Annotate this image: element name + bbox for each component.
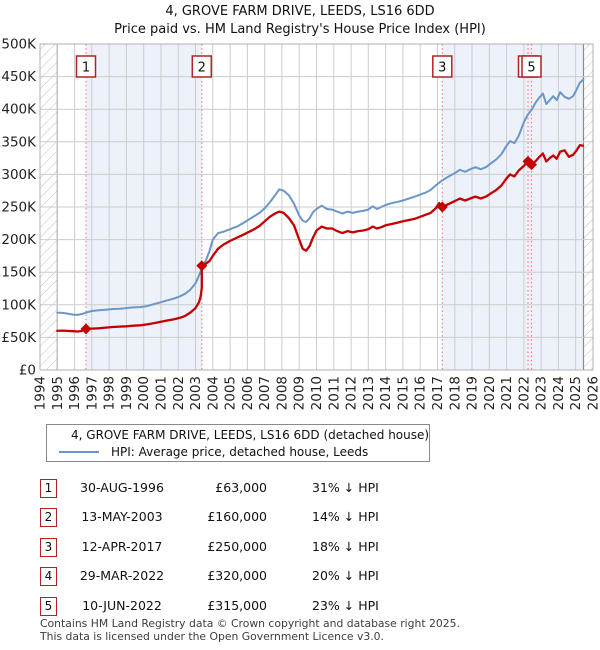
sale-table-row-4: 4 29-MAR-2022 £320,000 20% ↓ HPI — [40, 567, 560, 587]
hpi-line-sample — [59, 450, 99, 453]
x-tick-label: 2020 — [482, 376, 498, 410]
price-chart: 12345£0£50K£100K£150K£200K£250K£300K£350… — [0, 37, 600, 411]
x-tick-label: 2004 — [205, 376, 221, 410]
y-tick-label: £0 — [19, 363, 36, 379]
sale-number-box-1: 1 — [40, 479, 57, 498]
y-tick-label: £50K — [1, 330, 37, 346]
sale-hpi-diff: 20% ↓ HPI — [312, 568, 379, 584]
sale-marker-box-1 — [75, 55, 97, 78]
chart-subtitle: Price paid vs. HM Land Registry's House … — [114, 22, 486, 37]
x-tick-label: 1998 — [102, 376, 118, 410]
x-tick-label: 1996 — [67, 376, 83, 410]
legend-row-price-paid: 4, GROVE FARM DRIVE, LEEDS, LS16 6DD (de… — [47, 427, 429, 442]
x-tick-label: 2023 — [534, 376, 550, 410]
chart-title-address: 4, GROVE FARM DRIVE, LEEDS, LS16 6DD — [165, 4, 435, 19]
sale-marker-number-1: 1 — [82, 61, 90, 76]
sale-table-row-5: 5 10-JUN-2022 £315,000 23% ↓ HPI — [40, 596, 560, 617]
y-tick-label: £200K — [0, 232, 37, 248]
x-tick-label: 1995 — [50, 376, 66, 410]
sale-diamond-3 — [436, 201, 448, 213]
x-tick-label: 2009 — [292, 376, 308, 410]
sale-marker-number-2: 2 — [198, 61, 206, 76]
x-tick-label: 2001 — [154, 376, 170, 410]
sale-marker-box-2 — [191, 55, 213, 78]
legend-label-price-paid: 4, GROVE FARM DRIVE, LEEDS, LS16 6DD (de… — [71, 427, 430, 442]
x-tick-label: 1994 — [33, 376, 49, 410]
y-tick-label: £100K — [0, 297, 37, 313]
sale-number-box-4: 4 — [40, 567, 57, 587]
x-tick-label: 2022 — [516, 376, 532, 410]
y-tick-label: £150K — [0, 265, 37, 281]
x-tick-label: 2011 — [326, 376, 342, 410]
sale-date: 10-JUN-2022 — [82, 597, 162, 613]
sale-table-row-2: 2 13-MAY-2003 £160,000 14% ↓ HPI — [40, 508, 560, 528]
sale-hpi-diff: 23% ↓ HPI — [312, 597, 379, 613]
footer-line2: This data is licensed under the Open Gov… — [40, 629, 384, 643]
y-tick-label: £300K — [0, 167, 37, 183]
footer-copyright: Contains HM Land Registry data © Crown c… — [40, 617, 596, 643]
sale-price: £160,000 — [207, 509, 267, 525]
x-tick-label: 2016 — [413, 376, 429, 410]
sale-marker-box-3 — [432, 55, 453, 78]
x-tick-label: 2026 — [586, 376, 600, 410]
x-tick-label: 2017 — [430, 376, 446, 410]
sale-table-row-3: 3 12-APR-2017 £250,000 18% ↓ HPI — [40, 537, 560, 558]
legend-row-hpi: HPI: Average price, detached house, Leed… — [47, 444, 429, 459]
y-tick-label: £450K — [0, 69, 37, 85]
x-tick-label: 2007 — [257, 376, 273, 410]
sale-hpi-diff: 18% ↓ HPI — [312, 538, 379, 554]
sale-marker-number-3: 3 — [438, 61, 446, 76]
sale-table-row-1: 1 30-AUG-1996 £63,000 31% ↓ HPI — [40, 479, 560, 499]
x-tick-label: 2018 — [447, 376, 463, 410]
x-tick-label: 2006 — [240, 376, 256, 410]
x-tick-label: 2005 — [223, 376, 239, 410]
x-tick-label: 1999 — [119, 376, 135, 410]
price-paid-line — [56, 143, 585, 333]
sale-marker-number-5: 5 — [527, 61, 535, 76]
x-tick-label: 2000 — [136, 376, 152, 410]
legend-label-hpi: HPI: Average price, detached house, Leed… — [111, 444, 369, 459]
x-tick-label: 2012 — [344, 376, 360, 410]
sale-date: 13-MAY-2003 — [81, 509, 163, 525]
sale-price: £315,000 — [207, 597, 267, 613]
x-tick-label: 2024 — [551, 376, 567, 410]
y-tick-label: £350K — [0, 134, 37, 150]
sale-date: 12-APR-2017 — [81, 538, 163, 554]
sale-price: £63,000 — [215, 480, 267, 495]
sale-price: £250,000 — [207, 538, 267, 554]
x-tick-label: 1997 — [84, 376, 100, 410]
x-tick-label: 2010 — [309, 376, 325, 410]
x-tick-label: 2008 — [274, 376, 290, 410]
sale-date: 30-AUG-1996 — [80, 480, 164, 495]
chart-legend: 4, GROVE FARM DRIVE, LEEDS, LS16 6DD (de… — [46, 424, 430, 462]
footer-line1: Contains HM Land Registry data © Crown c… — [40, 617, 460, 630]
x-tick-label: 2013 — [361, 376, 377, 410]
sale-diamond-5 — [526, 159, 537, 171]
y-tick-label: £250K — [0, 200, 37, 216]
x-tick-label: 2025 — [568, 376, 584, 410]
x-tick-label: 2015 — [395, 376, 411, 410]
sale-price: £320,000 — [207, 568, 267, 584]
sale-hpi-diff: 14% ↓ HPI — [312, 509, 379, 525]
y-tick-label: £400K — [0, 102, 37, 118]
sale-date: 29-MAR-2022 — [79, 568, 165, 584]
sale-number-box-2: 2 — [40, 508, 57, 528]
sale-diamond-2 — [196, 260, 208, 272]
hpi-line — [56, 78, 584, 316]
y-tick-label: £500K — [0, 37, 37, 53]
x-tick-label: 2019 — [465, 376, 481, 410]
sale-diamond-1 — [80, 323, 92, 335]
sale-marker-box-5 — [521, 55, 542, 78]
x-tick-label: 2014 — [378, 376, 394, 410]
x-tick-label: 2003 — [188, 376, 204, 410]
sale-number-box-3: 3 — [40, 537, 57, 557]
sale-number-box-5: 5 — [40, 596, 57, 616]
plot-border — [39, 43, 594, 371]
x-tick-label: 2021 — [499, 376, 515, 410]
x-tick-label: 2002 — [171, 376, 187, 410]
sale-hpi-diff: 31% ↓ HPI — [312, 480, 379, 495]
